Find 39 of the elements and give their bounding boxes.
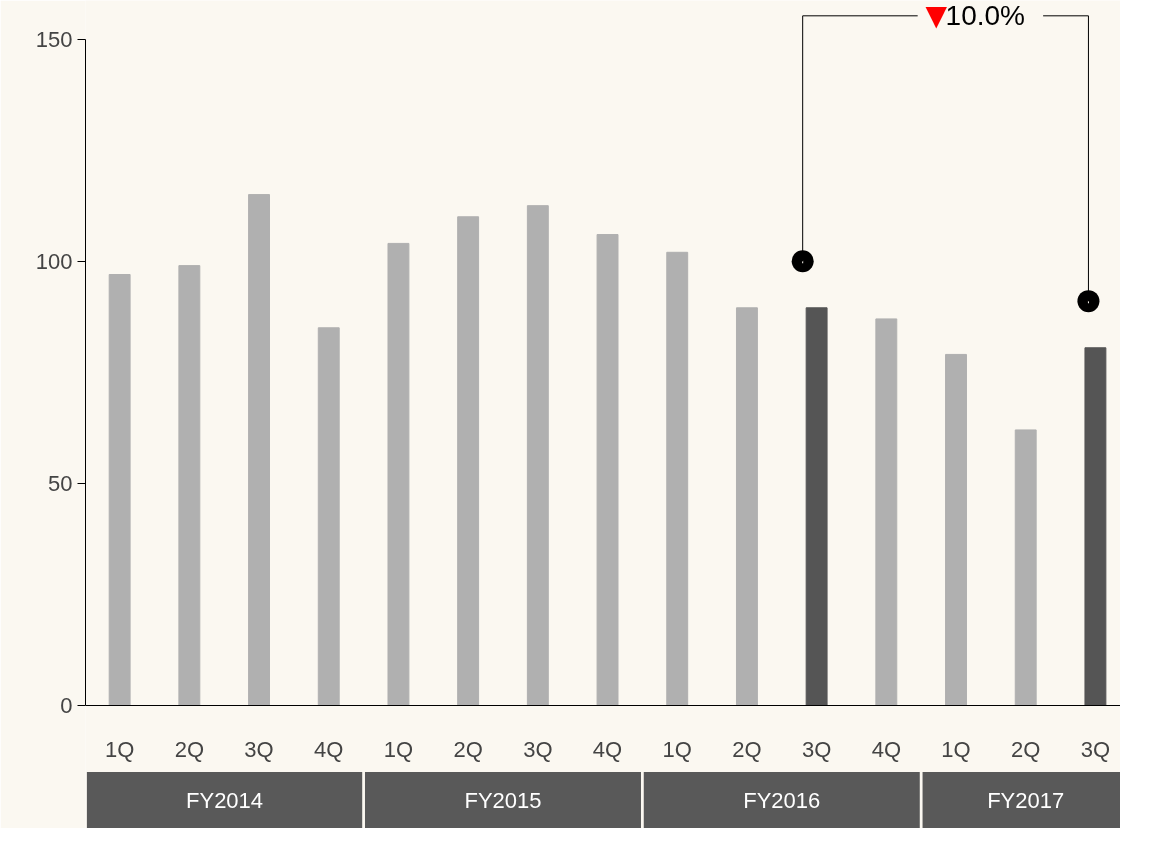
bar (526, 205, 549, 706)
x-tick-label: 3Q (1080, 737, 1111, 763)
bar (666, 251, 689, 706)
y-tick-label: 0 (60, 692, 73, 718)
bar (805, 307, 828, 706)
x-tick-label: 2Q (453, 737, 483, 763)
bar (596, 234, 619, 706)
x-tick-label: 3Q (244, 737, 274, 763)
x-tick-label: 1Q (662, 737, 692, 763)
y-tick-label: 50 (48, 470, 73, 496)
bar (178, 265, 201, 706)
bar (457, 216, 480, 706)
x-tick-label: 4Q (871, 737, 901, 763)
text: FY2014 (186, 787, 264, 813)
text: FY2017 (987, 787, 1065, 813)
x-tick-label: 3Q (523, 737, 553, 763)
x-tick-label: 2Q (1011, 737, 1041, 763)
bar (317, 327, 340, 706)
bar (1084, 347, 1107, 706)
x-tick-label: 2Q (732, 737, 762, 763)
x-tick-label: 4Q (314, 737, 344, 763)
y-tick-label: 150 (35, 26, 73, 52)
x-tick-label: 2Q (174, 737, 205, 763)
text: FY2016 (743, 787, 821, 813)
x-tick-label: 3Q (801, 737, 832, 763)
x-tick-label: 1Q (941, 737, 971, 763)
bar (735, 307, 758, 706)
bar (875, 318, 898, 706)
x-tick-label: 4Q (592, 737, 623, 763)
bar (387, 242, 410, 706)
x-tick-label: 1Q (104, 737, 135, 763)
text: FY2015 (464, 787, 542, 813)
bar (108, 274, 131, 706)
x-tick-label: 1Q (383, 737, 414, 763)
y-tick-label: 100 (35, 248, 73, 274)
text: ▼10.0% (925, 0, 1025, 33)
bar (1014, 429, 1037, 706)
bar (248, 194, 270, 706)
bar (945, 353, 967, 706)
